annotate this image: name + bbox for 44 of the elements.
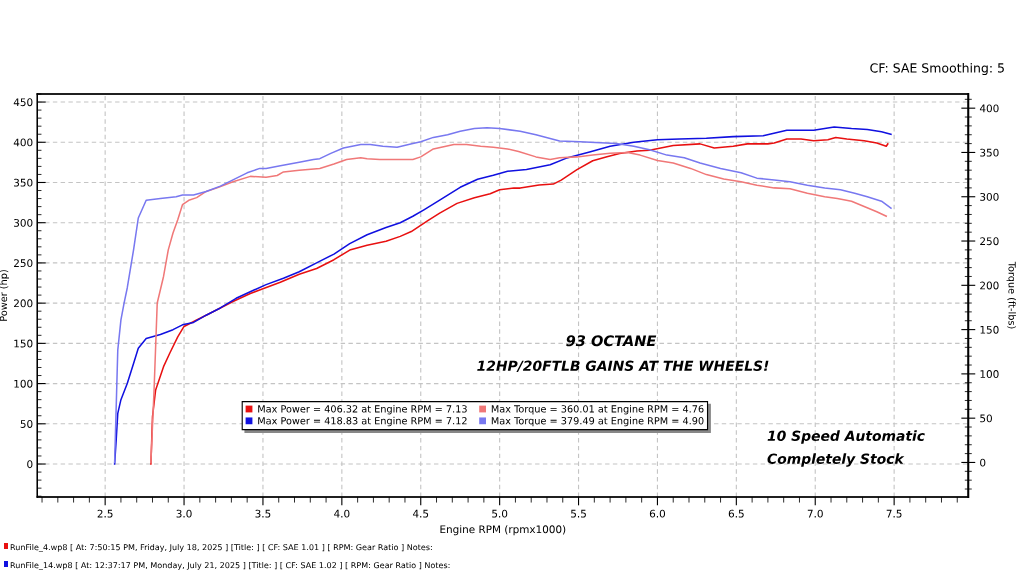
y2-tick-label: 300 <box>980 192 999 201</box>
x-tick-label: 5.5 <box>571 509 586 518</box>
y-axis-title: Power (hp) <box>0 270 9 321</box>
x-tick-label: 7.0 <box>807 509 823 518</box>
x-tick-label: 3.0 <box>176 509 192 518</box>
x-tick-label: 4.0 <box>334 509 350 518</box>
legend-label: Max Torque = 379.49 at Engine RPM = 4.90 <box>491 416 704 427</box>
x-tick-label: 4.5 <box>412 509 429 518</box>
y-tick-label: 150 <box>14 339 33 348</box>
y-tick-label: 50 <box>20 420 33 428</box>
y-tick-label: 100 <box>14 379 33 388</box>
x-tick-label: 7.5 <box>886 509 902 518</box>
legend-label: Max Power = 418.83 at Engine RPM = 7.12 <box>258 416 467 427</box>
annotation: Completely Stock <box>767 453 905 467</box>
y2-tick-label: 50 <box>980 414 992 423</box>
x-tick-label: 6.0 <box>649 509 666 518</box>
y-tick-label: 350 <box>14 178 33 187</box>
text: RunFile_4.wp8 [ At: 7:50:15 PM, Friday, July 18, 2025 ] [Title: ] [ CF: SAE 1.01 ] [ RPM: Gear Ratio ] Notes: <box>10 543 432 553</box>
x-tick-label: 6.5 <box>728 509 744 518</box>
y2-tick-label: 250 <box>980 237 999 246</box>
y2-tick-label: 400 <box>979 104 999 113</box>
y2-axis-title: Torque (ft-lbs) <box>1006 261 1016 329</box>
x-axis-title: Engine RPM (rpmx1000) <box>440 525 566 536</box>
x-tick-label: 5.0 <box>492 509 508 518</box>
x-tick-label: 2.5 <box>97 509 113 518</box>
y2-tick-label: 100 <box>980 370 999 378</box>
y2-tick-label: 0 <box>980 458 986 467</box>
text: RunFile_14.wp8 [ At: 12:37:17 PM, Monday, July 21, 2025 ] [Title: ] [ CF: SAE 1.02 ] [ RPM: Gear Ratio ] Notes: <box>10 561 450 571</box>
y-tick-label: 450 <box>13 98 33 107</box>
y-tick-label: 200 <box>14 299 33 308</box>
annotation: 10 Speed Automatic <box>767 430 925 444</box>
x-tick-label: 3.5 <box>255 509 271 518</box>
y2-tick-label: 150 <box>980 325 999 334</box>
y2-tick-label: 200 <box>980 281 999 290</box>
text: CF: SAE Smoothing: 5 <box>870 62 1004 76</box>
annotation: 93 OCTANE <box>566 335 657 347</box>
y-tick-label: 0 <box>27 460 33 469</box>
y-tick-label: 250 <box>14 259 33 268</box>
annotation: 12HP/20FTLB GAINS AT THE WHEELS! <box>477 360 769 373</box>
y-tick-label: 300 <box>14 218 33 227</box>
legend-label: Max Torque = 360.01 at Engine RPM = 4.76 <box>491 405 704 415</box>
y2-tick-label: 350 <box>980 148 999 157</box>
y-tick-label: 400 <box>13 138 33 147</box>
legend-label: Max Power = 406.32 at Engine RPM = 7.13 <box>258 405 467 415</box>
